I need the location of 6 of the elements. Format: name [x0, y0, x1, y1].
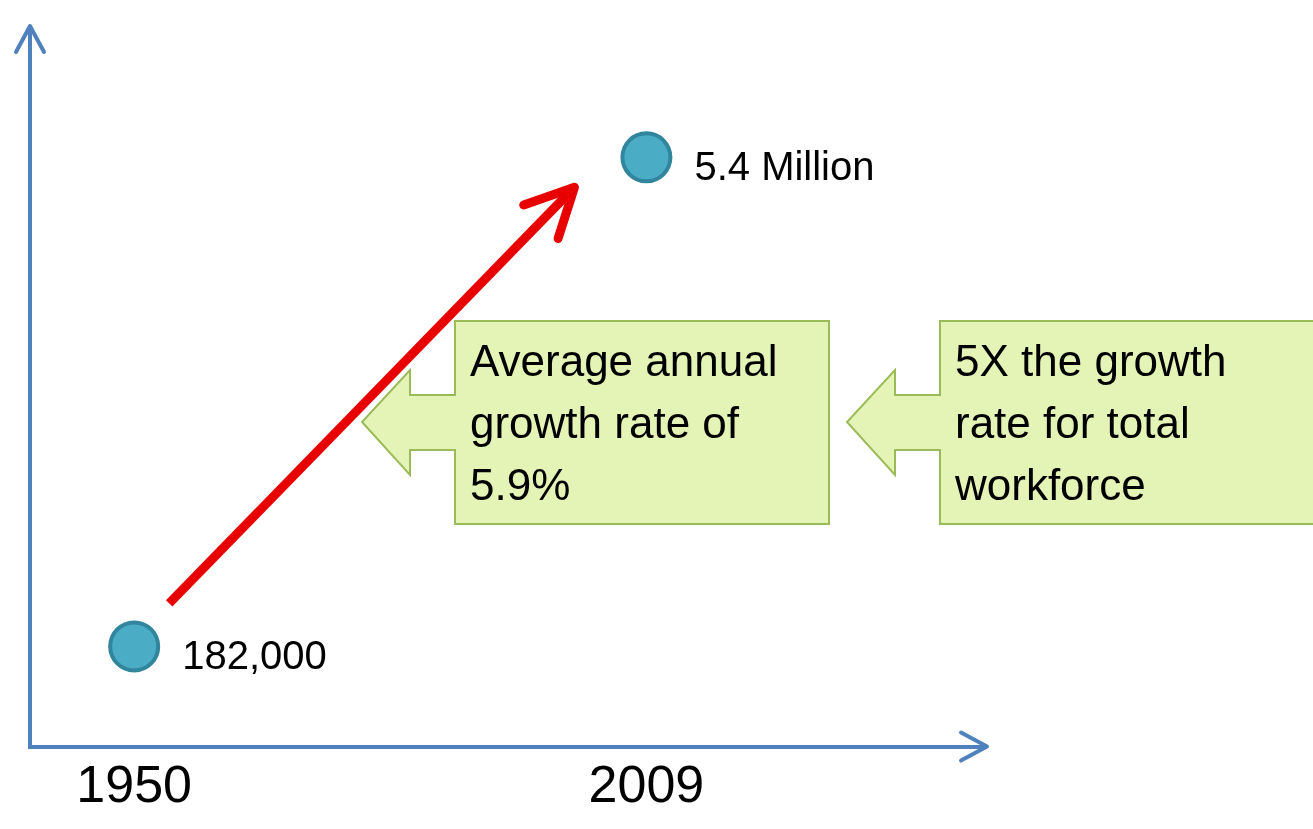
x-tick-label: 1950 — [76, 755, 193, 814]
annotation: 5.4 Million — [694, 144, 875, 189]
x-tick-label: 2009 — [588, 755, 705, 814]
annotation: 5X the growth rate for total workforce — [955, 335, 1228, 511]
annotation: Average annual growth rate of 5.9% — [470, 335, 779, 511]
annotation: 182,000 — [182, 633, 327, 678]
